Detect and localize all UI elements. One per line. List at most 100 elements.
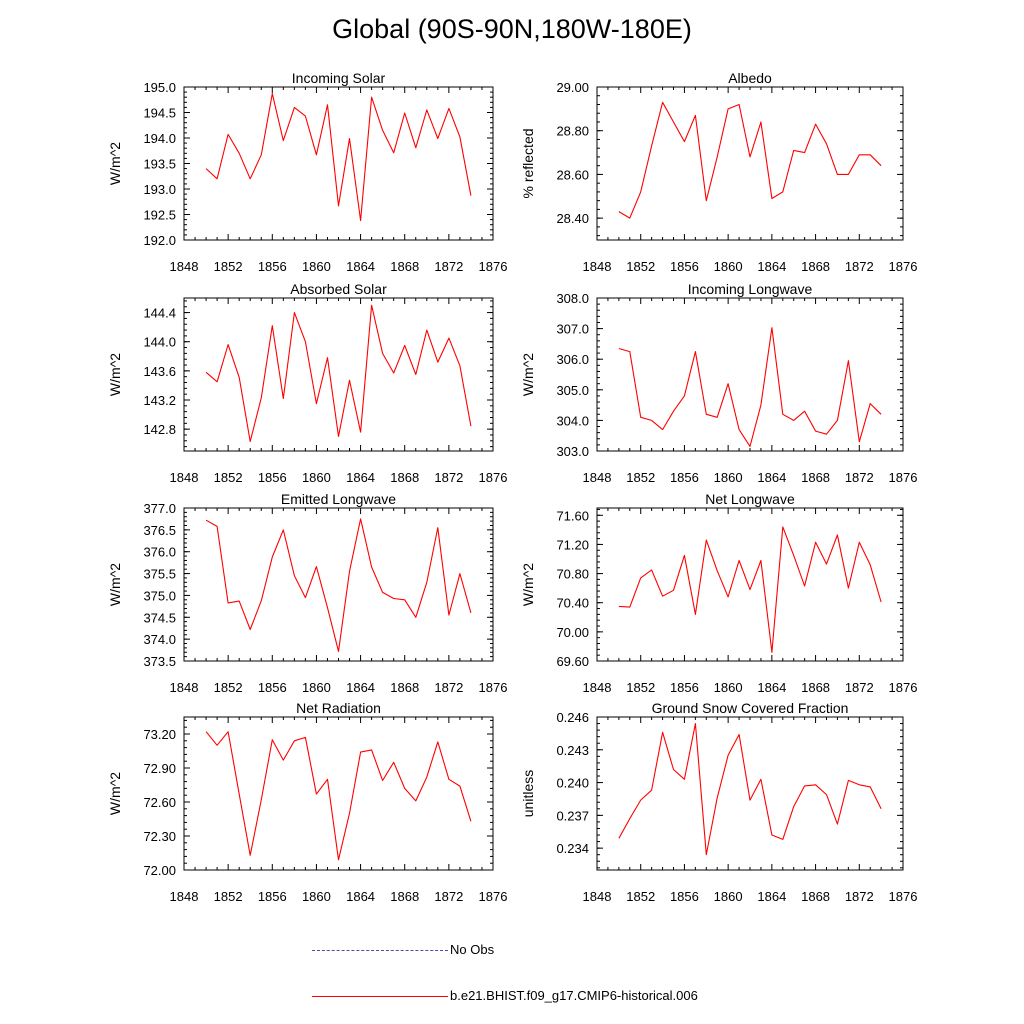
y-tick-label: 70.40 xyxy=(556,596,589,611)
x-tick-label: 1872 xyxy=(845,259,874,274)
plot-frame xyxy=(183,86,494,241)
x-tick-label: 1864 xyxy=(346,889,375,904)
x-tick-label: 1852 xyxy=(214,889,243,904)
x-tick-label: 1848 xyxy=(170,470,199,485)
y-tick-label: 142.8 xyxy=(143,422,176,437)
x-tick-label: 1876 xyxy=(479,680,508,695)
x-tick-label: 1848 xyxy=(170,680,199,695)
series-line-model xyxy=(205,731,472,861)
panel-title: Net Longwave xyxy=(705,491,795,507)
legend-obs-swatch xyxy=(312,950,448,952)
y-tick-label: 69.60 xyxy=(556,654,589,669)
y-tick-label: 377.0 xyxy=(143,501,176,516)
y-tick-label: 193.0 xyxy=(143,182,176,197)
y-tick-label: 143.2 xyxy=(143,393,176,408)
x-tick-label: 1848 xyxy=(583,680,612,695)
y-tick-label: 194.0 xyxy=(143,131,176,146)
panel-incoming-solar: Incoming Solar W/m^2 1848 1852 1856 1860 1864 1… xyxy=(107,70,507,274)
y-tick-label: 0.243 xyxy=(556,743,589,758)
y-tick-label: 374.0 xyxy=(143,632,176,647)
series-line-model xyxy=(205,518,472,652)
legend-model-label: b.e21.BHIST.f09_g17.CMIP6-historical.006 xyxy=(450,988,698,1003)
x-tick-label: 1856 xyxy=(258,259,287,274)
y-tick-label: 144.0 xyxy=(143,335,176,350)
panel-emitted-longwave: Emitted Longwave W/m^2 1848 1852 1856 1860 186… xyxy=(107,491,507,695)
x-tick-label: 1860 xyxy=(714,259,743,274)
x-tick-label: 1856 xyxy=(670,680,699,695)
x-tick-label: 1868 xyxy=(801,889,830,904)
x-tick-label: 1848 xyxy=(583,889,612,904)
y-tick-label: 72.00 xyxy=(143,863,176,878)
x-tick-label: 1872 xyxy=(434,259,463,274)
y-tick-label: 376.0 xyxy=(143,545,176,560)
panel-title: Ground Snow Covered Fraction xyxy=(652,700,849,716)
y-tick-label: 192.0 xyxy=(143,233,176,248)
y-tick-label: 70.00 xyxy=(556,625,589,640)
y-tick-label: 28.80 xyxy=(556,124,589,139)
y-tick-label: 143.6 xyxy=(143,364,176,379)
y-tick-label: 193.5 xyxy=(143,157,176,172)
plot-frame xyxy=(183,716,494,871)
y-tick-label: 375.5 xyxy=(143,567,176,582)
x-tick-label: 1868 xyxy=(390,680,419,695)
legend-obs-label: No Obs xyxy=(450,942,495,957)
y-tick-label: 0.234 xyxy=(556,841,589,856)
series-line-model xyxy=(618,101,882,219)
y-tick-label: 308.0 xyxy=(556,291,589,306)
x-tick-label: 1868 xyxy=(390,259,419,274)
y-tick-label: 144.4 xyxy=(143,306,176,321)
plot-frame xyxy=(596,86,904,241)
plot-frame xyxy=(596,716,904,871)
series-line-model xyxy=(618,723,882,856)
series-line-model xyxy=(618,327,882,447)
y-tick-label: 304.0 xyxy=(556,413,589,428)
y-tick-label: 194.5 xyxy=(143,106,176,121)
y-tick-label: 373.5 xyxy=(143,654,176,669)
x-tick-label: 1856 xyxy=(670,259,699,274)
series-line-model xyxy=(205,93,472,222)
series-line-model xyxy=(618,526,882,653)
x-tick-label: 1868 xyxy=(390,889,419,904)
x-tick-label: 1856 xyxy=(258,470,287,485)
y-tick-label: 0.240 xyxy=(556,776,589,791)
panel-title: Incoming Solar xyxy=(292,70,386,86)
x-tick-label: 1848 xyxy=(170,889,199,904)
x-tick-label: 1852 xyxy=(626,470,655,485)
x-tick-label: 1868 xyxy=(801,470,830,485)
y-axis-label: W/m^2 xyxy=(520,353,536,396)
y-tick-label: 195.0 xyxy=(143,80,176,95)
y-axis-label: W/m^2 xyxy=(520,563,536,606)
panel-title: Incoming Longwave xyxy=(688,281,813,297)
y-tick-label: 72.90 xyxy=(143,761,176,776)
y-axis-label: W/m^2 xyxy=(107,142,123,185)
y-axis-label: % reflected xyxy=(520,128,536,198)
x-tick-label: 1864 xyxy=(346,680,375,695)
legend-obs: No Obs xyxy=(312,942,494,957)
panel-net-longwave: Net Longwave W/m^2 1848 1852 1856 1860 1864 186… xyxy=(520,491,917,695)
panel-ground-snow-covered-fraction: Ground Snow Covered Fraction unitless 1848… xyxy=(520,700,917,904)
x-tick-label: 1852 xyxy=(626,259,655,274)
x-tick-label: 1876 xyxy=(479,470,508,485)
panel-albedo: Albedo % reflected 1848 1852 1856 1860 1864 186… xyxy=(520,70,917,274)
x-tick-label: 1872 xyxy=(434,680,463,695)
x-tick-label: 1856 xyxy=(258,680,287,695)
y-axis-label: W/m^2 xyxy=(107,353,123,396)
x-tick-label: 1864 xyxy=(346,470,375,485)
legend-model-swatch xyxy=(312,996,448,998)
y-tick-label: 72.30 xyxy=(143,829,176,844)
x-tick-label: 1864 xyxy=(346,259,375,274)
y-tick-label: 28.40 xyxy=(556,211,589,226)
x-tick-label: 1872 xyxy=(434,889,463,904)
y-tick-label: 305.0 xyxy=(556,383,589,398)
x-tick-label: 1860 xyxy=(302,470,331,485)
series-line-model xyxy=(205,304,472,443)
x-tick-label: 1876 xyxy=(889,680,918,695)
x-tick-label: 1860 xyxy=(714,680,743,695)
panel-net-radiation: Net Radiation W/m^2 1848 1852 1856 1860 1864 18… xyxy=(107,700,507,904)
panel-title: Emitted Longwave xyxy=(281,491,396,507)
y-tick-label: 192.5 xyxy=(143,208,176,223)
x-tick-label: 1852 xyxy=(214,259,243,274)
y-axis-label: W/m^2 xyxy=(107,563,123,606)
y-axis-label: W/m^2 xyxy=(107,772,123,815)
y-tick-label: 28.60 xyxy=(556,167,589,182)
